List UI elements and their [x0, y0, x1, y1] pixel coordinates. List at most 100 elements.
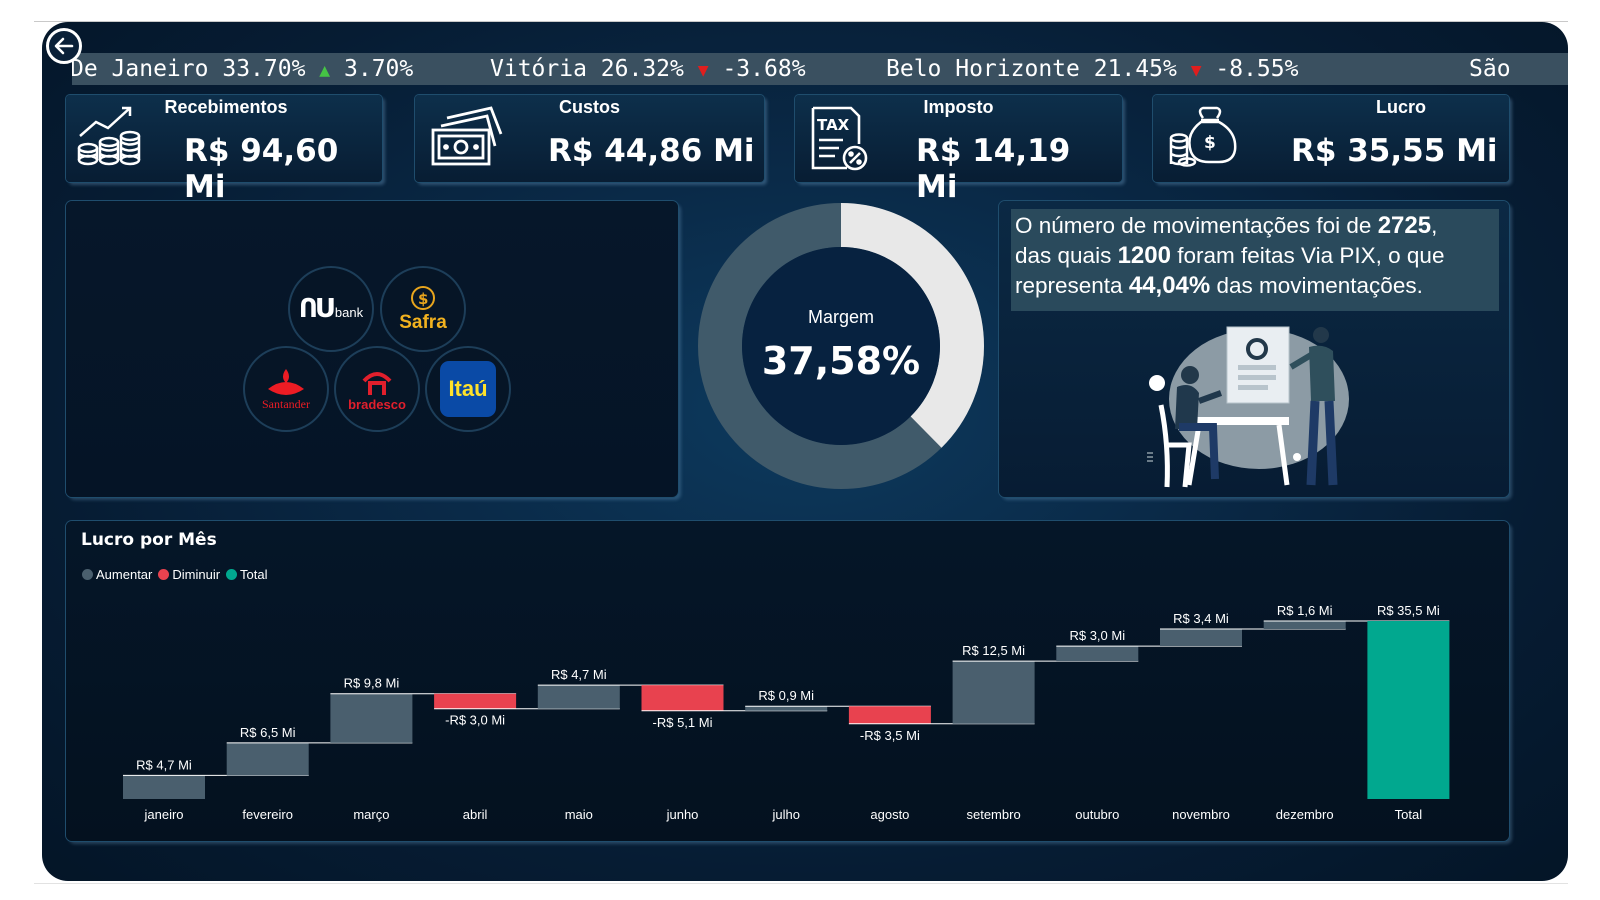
- data-label: R$ 4,7 Mi: [551, 667, 607, 682]
- arrow-up-icon: ▲: [319, 60, 331, 81]
- dashboard-frame: De Janeiro 33.70% ▲ 3.70% Vitória 26.32%…: [42, 22, 1568, 881]
- nu-mark-icon: ՈՍ: [298, 294, 334, 324]
- bar-increase: [1160, 629, 1242, 647]
- legend-item-total: Total: [226, 567, 268, 582]
- back-arrow-icon: [54, 37, 74, 55]
- banknote-icon: [431, 106, 503, 166]
- bar-increase: [537, 685, 620, 709]
- category-label: novembro: [1172, 807, 1230, 822]
- bradesco-tree-icon: [362, 371, 392, 395]
- ticker-city: São: [1469, 56, 1511, 82]
- movements-text: O número de movimentações foi de 2725, d…: [1011, 209, 1499, 311]
- bar-decrease: [641, 685, 724, 711]
- svg-text:$: $: [418, 290, 428, 308]
- profit-by-month-panel: Lucro por Mês Aumentar Diminuir Total R$…: [66, 521, 1509, 841]
- kpi-title: Lucro: [1375, 97, 1426, 117]
- kpi-title: Imposto: [923, 97, 994, 117]
- ticker-change: -8.55%: [1215, 56, 1299, 82]
- kpi-card-imposto: Imposto TAX R$ 14,19 Mi: [795, 95, 1122, 205]
- data-label: -R$ 3,5 Mi: [860, 728, 920, 743]
- kpi-value: R$ 35,55 Mi: [1291, 133, 1498, 169]
- money-bag-icon: $: [1169, 106, 1237, 167]
- donut-margin-arc: [698, 203, 984, 489]
- bar-increase: [745, 706, 828, 711]
- category-label: setembro: [966, 807, 1020, 822]
- category-label: março: [353, 807, 389, 822]
- ticker-city: Vitória: [490, 56, 587, 82]
- movements-text-part: O número de movimentações foi de: [1015, 213, 1378, 238]
- santander-logo: Santander: [243, 346, 329, 432]
- ticker-item: De Janeiro 33.70% ▲ 3.70%: [72, 53, 413, 85]
- santander-flame-icon: [268, 368, 304, 395]
- nubank-logo: ՈՍ bank: [288, 266, 374, 352]
- movements-text-part: das quais: [1015, 243, 1118, 268]
- movements-text-part: das movimentações.: [1210, 273, 1423, 298]
- ticker-change: 3.70%: [344, 56, 414, 82]
- chart-legend: Aumentar Diminuir Total: [82, 567, 268, 582]
- category-label: outubro: [1075, 807, 1119, 822]
- arrow-down-icon: ▼: [1190, 60, 1202, 81]
- growth-coins-icon: [77, 106, 141, 166]
- bar-increase: [952, 661, 1035, 724]
- data-label: R$ 9,8 Mi: [344, 676, 400, 691]
- bottom-divider: [34, 883, 1568, 884]
- bar-increase: [226, 742, 309, 776]
- category-label: junho: [666, 807, 699, 822]
- ticker-city: De Janeiro: [72, 56, 209, 82]
- svg-text:TAX: TAX: [817, 116, 850, 134]
- chart-title: Lucro por Mês: [81, 530, 217, 550]
- kpi-value: R$ 44,86 Mi: [548, 133, 755, 169]
- movements-text-part: representa: [1015, 273, 1129, 298]
- bar-increase: [1263, 621, 1346, 630]
- kpi-title: Custos: [558, 97, 620, 117]
- bar-decrease: [434, 693, 517, 709]
- category-label: julho: [771, 807, 799, 822]
- movements-pix: 1200: [1117, 242, 1171, 269]
- bar-total: [1367, 621, 1450, 799]
- category-label: fevereiro: [242, 807, 293, 822]
- back-arrow-button[interactable]: [46, 28, 82, 64]
- data-label: R$ 4,7 Mi: [136, 757, 192, 772]
- category-label: dezembro: [1276, 807, 1334, 822]
- data-label: R$ 6,5 Mi: [240, 725, 296, 740]
- data-label: -R$ 3,0 Mi: [445, 713, 505, 728]
- margin-label: Margem: [808, 307, 874, 327]
- category-label: janeiro: [143, 807, 183, 822]
- bank-name: bank: [334, 305, 364, 320]
- legend-label: Diminuir: [172, 567, 221, 582]
- legend-swatch: [158, 569, 170, 580]
- bar-decrease: [848, 706, 931, 724]
- bar-increase: [1056, 646, 1139, 662]
- ticker-change: -3.68%: [722, 56, 806, 82]
- kpi-card-custos: Custos R$ 44,86 Mi: [415, 95, 764, 182]
- legend-label: Aumentar: [96, 567, 153, 582]
- legend-item-aumentar: Aumentar: [82, 567, 152, 582]
- category-label: abril: [463, 807, 488, 822]
- ticker-share: 33.70%: [222, 56, 306, 82]
- itau-logo: Itaú: [425, 346, 511, 432]
- svg-text:$: $: [1204, 133, 1216, 153]
- ticker-item: São: [1469, 53, 1511, 85]
- kpi-card-recebimentos: Recebimentos R$ 94,60 Mi: [66, 95, 382, 205]
- bank-name: bradesco: [348, 396, 406, 412]
- legend-label: Total: [240, 567, 268, 582]
- bradesco-logo: bradesco: [334, 346, 420, 432]
- data-label: -R$ 5,1 Mi: [653, 715, 713, 730]
- margin-donut-chart: Margem 37,58%: [698, 203, 984, 489]
- banks-panel: ՈՍ bank $ Safra Santander bradesco: [66, 201, 678, 497]
- top-divider: [34, 21, 1568, 22]
- kpi-value: R$ 14,19 Mi: [916, 133, 1071, 205]
- bar-increase: [123, 775, 205, 799]
- movements-total: 2725: [1377, 212, 1432, 239]
- legend-swatch: [226, 569, 238, 580]
- ticker-share: 21.45%: [1093, 56, 1177, 82]
- waterfall-chart: R$ 4,7 Mi janeiro R$ 6,5 Mi fevereiro R$ 9,8…: [123, 603, 1450, 822]
- ticker-city: Belo Horizonte: [886, 56, 1080, 82]
- data-label: R$ 12,5 Mi: [962, 643, 1025, 658]
- legend-item-diminuir: Diminuir: [158, 567, 220, 582]
- movements-text-part: ,: [1431, 213, 1438, 238]
- data-label: R$ 35,5 Mi: [1377, 603, 1440, 618]
- movements-panel: O número de movimentações foi de 2725, d…: [999, 201, 1509, 497]
- safra-emblem-icon: $: [411, 286, 435, 310]
- category-label: agosto: [870, 807, 909, 822]
